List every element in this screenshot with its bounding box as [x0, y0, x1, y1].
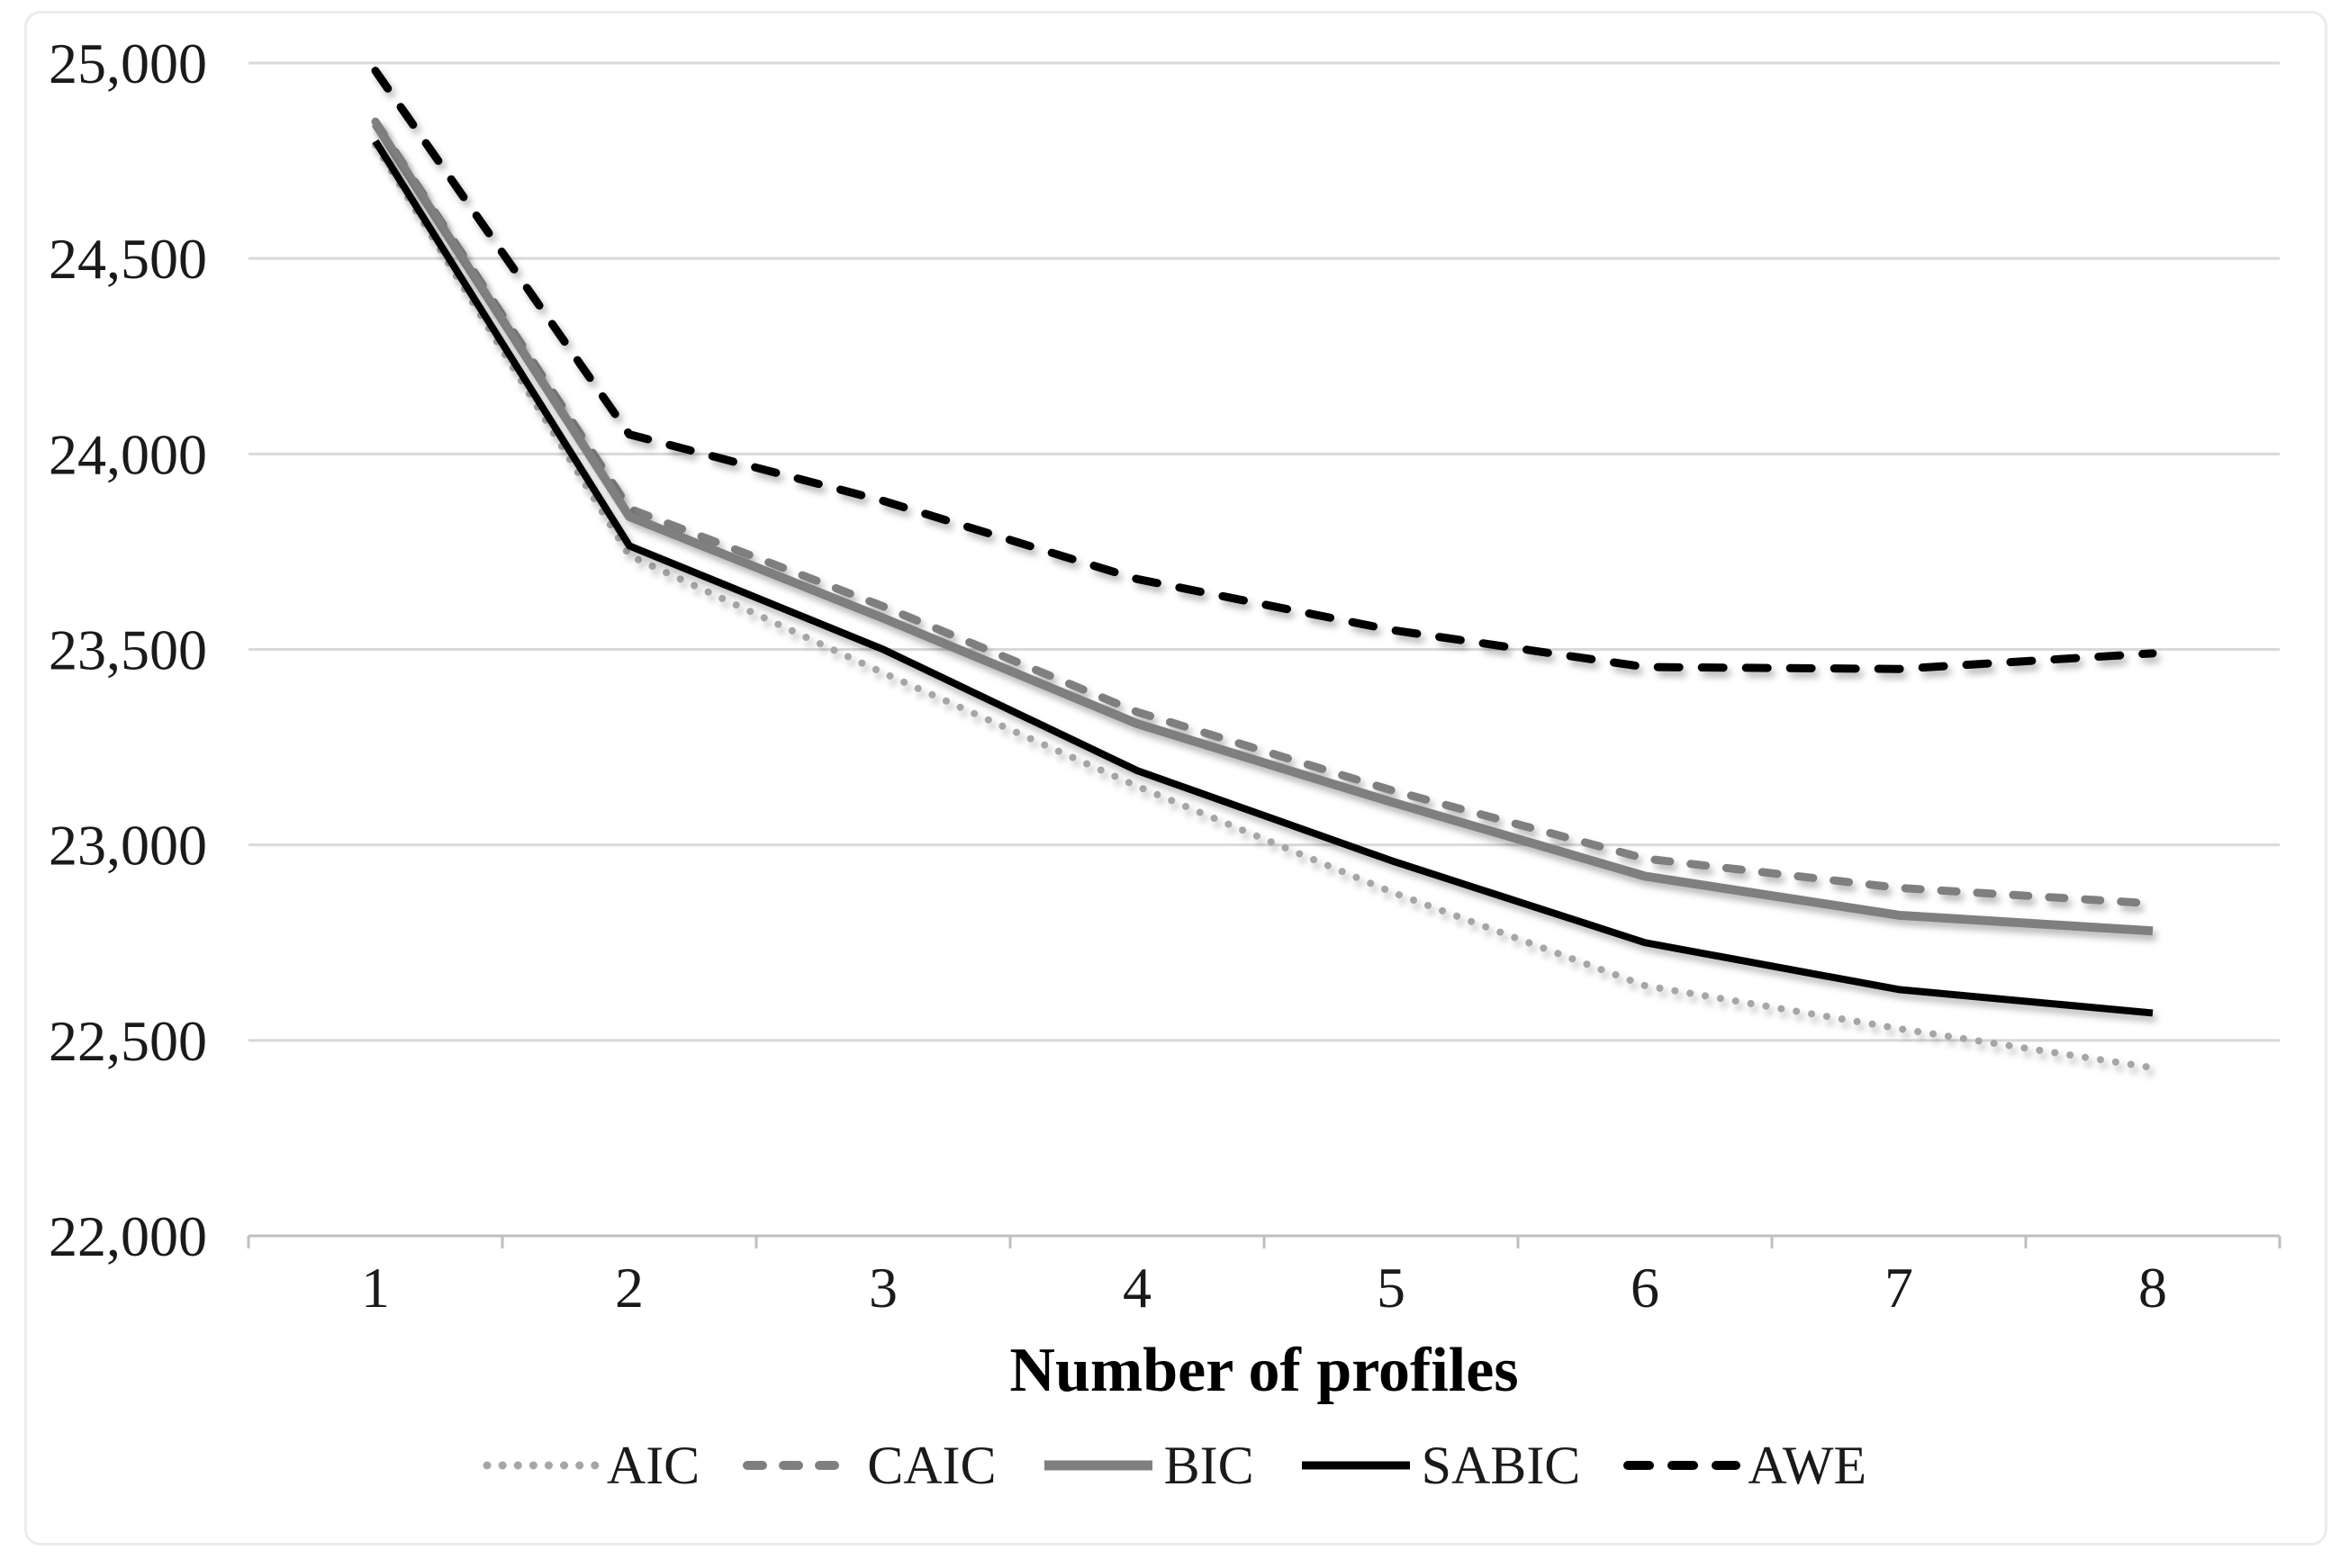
- series-line-aic: [372, 141, 2156, 1072]
- legend-item-bic: BIC: [1040, 1438, 1254, 1492]
- y-axis-tick-labels: 25,000 24,500 24,000 23,500 23,000 22,500 22,0…: [49, 32, 207, 1268]
- x-tick-label: 3: [869, 1256, 898, 1320]
- legend-label-awe: AWE: [1748, 1436, 1867, 1495]
- y-tick-label: 22,000: [49, 1204, 207, 1268]
- legend-label-bic: BIC: [1163, 1436, 1254, 1495]
- series-line-sabic: [372, 139, 2154, 1017]
- legend-item-aic: AIC: [483, 1438, 700, 1492]
- series-line-caic: [371, 117, 2157, 908]
- x-tick-label: 8: [2138, 1256, 2167, 1320]
- x-tick-label: 2: [615, 1256, 644, 1320]
- sabic-line-sample-icon: [1301, 1461, 1410, 1470]
- y-tick-label: 24,000: [49, 422, 207, 486]
- x-axis-tick-labels: 1 2 3 4 5 6 7 8: [361, 1256, 2167, 1320]
- legend-label-sabic: SABIC: [1421, 1436, 1581, 1495]
- caic-line-sample-icon: [743, 1461, 861, 1470]
- legend-item-caic: CAIC: [743, 1436, 997, 1495]
- series-line-bic: [371, 121, 2154, 936]
- x-tick-label: 1: [361, 1256, 390, 1320]
- legend-label-aic: AIC: [606, 1436, 700, 1495]
- x-axis: [247, 1234, 2281, 1248]
- y-tick-label: 23,500: [49, 618, 207, 682]
- legend-item-awe: AWE: [1623, 1438, 1866, 1492]
- x-tick-label: 6: [1631, 1256, 1659, 1320]
- x-tick-label: 7: [1884, 1256, 1913, 1320]
- gridlines: [248, 61, 2280, 1238]
- bic-line-sample-icon: [1043, 1460, 1152, 1471]
- awe-line-sample-icon: [1623, 1461, 1741, 1470]
- x-axis-title: Number of profiles: [1009, 1336, 1518, 1405]
- y-tick-label: 23,000: [49, 814, 207, 878]
- y-tick-label: 25,000: [49, 32, 207, 95]
- y-tick-label: 22,500: [49, 1009, 207, 1073]
- series-line-awe: [371, 67, 2157, 673]
- legend-label-caic: CAIC: [867, 1436, 997, 1495]
- x-tick-label: 5: [1377, 1256, 1405, 1320]
- legend-item-sabic: SABIC: [1297, 1436, 1581, 1495]
- series-lines: [371, 67, 2157, 1072]
- y-tick-label: 24,500: [49, 227, 207, 291]
- chart-legend: AIC CAIC BIC SABIC AWE: [0, 1438, 2349, 1492]
- x-tick-label: 4: [1123, 1256, 1152, 1320]
- aic-line-sample-icon: [483, 1461, 600, 1470]
